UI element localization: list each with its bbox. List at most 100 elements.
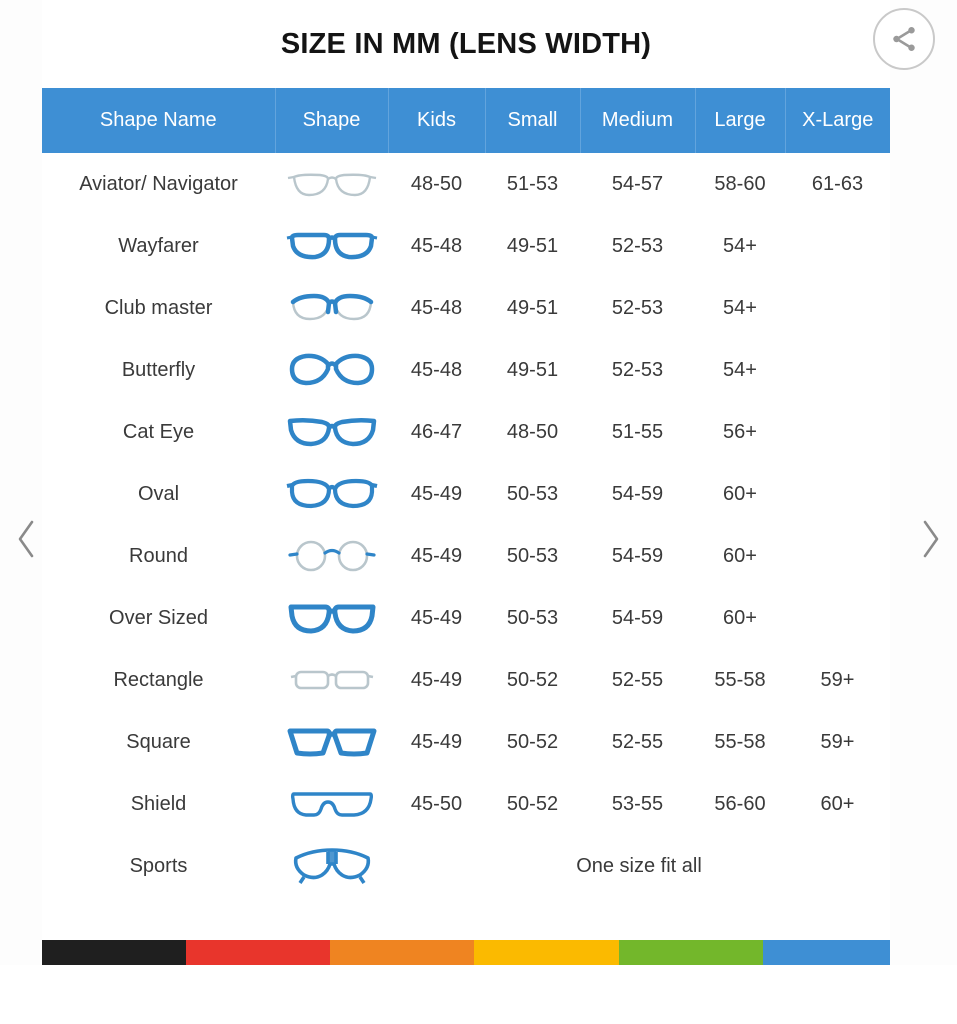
butterfly-glasses-icon: [275, 339, 388, 401]
small-size-cell: 51-53: [485, 153, 580, 215]
round-glasses-icon: [275, 525, 388, 587]
kids-size-cell: 45-48: [388, 215, 485, 277]
chevron-right-icon: [917, 517, 943, 561]
color-segment-black: [42, 940, 187, 965]
small-size-cell: 50-53: [485, 525, 580, 587]
shape-name-cell: Sports: [42, 835, 275, 897]
shape-name-cell: Wayfarer: [42, 215, 275, 277]
column-header-medium: Medium: [580, 88, 696, 153]
xlarge-size-cell: [785, 463, 890, 525]
table-header: Shape Name Shape Kids Small Medium Large…: [42, 88, 890, 153]
chevron-left-icon: [14, 517, 40, 561]
shape-name-cell: Square: [42, 711, 275, 773]
small-size-cell: 49-51: [485, 277, 580, 339]
medium-size-cell: 52-55: [580, 649, 695, 711]
kids-size-cell: 45-48: [388, 277, 485, 339]
large-size-cell: 54+: [695, 339, 785, 401]
color-segment-red: [186, 940, 331, 965]
medium-size-cell: 53-55: [580, 773, 695, 835]
kids-size-cell: 46-47: [388, 401, 485, 463]
share-button[interactable]: [873, 8, 935, 70]
sports-glasses-icon: [275, 835, 388, 897]
table-header-row: Shape Name Shape Kids Small Medium Large…: [42, 88, 890, 153]
color-segment-blue: [762, 940, 890, 965]
one-size-note: One size fit all: [388, 835, 890, 897]
color-segment-yellow: [474, 940, 619, 965]
table-row: Aviator/ Navigator 48-50 51-53 54-57 58-60 61…: [42, 153, 890, 215]
size-chart-table: Shape Name Shape Kids Small Medium Large…: [42, 88, 890, 897]
kids-size-cell: 45-49: [388, 587, 485, 649]
small-size-cell: 50-53: [485, 587, 580, 649]
bottom-white-area: [0, 965, 957, 1024]
table-row: Wayfarer 45-48 49-51 52-53 54+: [42, 215, 890, 277]
medium-size-cell: 52-55: [580, 711, 695, 773]
xlarge-size-cell: 61-63: [785, 153, 890, 215]
kids-size-cell: 45-49: [388, 649, 485, 711]
brand-color-strip: [42, 940, 890, 965]
small-size-cell: 50-52: [485, 773, 580, 835]
table-row: Butterfly 45-48 49-51 52-53 54+: [42, 339, 890, 401]
shape-name-cell: Aviator/ Navigator: [42, 153, 275, 215]
xlarge-size-cell: [785, 339, 890, 401]
shape-name-cell: Shield: [42, 773, 275, 835]
medium-size-cell: 54-59: [580, 587, 695, 649]
column-header-large: Large: [695, 88, 786, 153]
column-header-kids: Kids: [388, 88, 486, 153]
color-segment-green: [618, 940, 763, 965]
medium-size-cell: 52-53: [580, 215, 695, 277]
shape-name-cell: Rectangle: [42, 649, 275, 711]
color-segment-orange: [330, 940, 475, 965]
column-header-shape: Shape: [275, 88, 389, 153]
medium-size-cell: 51-55: [580, 401, 695, 463]
small-size-cell: 49-51: [485, 339, 580, 401]
small-size-cell: 50-53: [485, 463, 580, 525]
chart-title-bar: SIZE IN MM (LENS WIDTH): [42, 0, 890, 88]
small-size-cell: 50-52: [485, 711, 580, 773]
table-row: Oval 45-49 50-53 54-59 60+: [42, 463, 890, 525]
aviator-glasses-icon: [275, 153, 388, 215]
kids-size-cell: 45-49: [388, 525, 485, 587]
large-size-cell: 55-58: [695, 711, 785, 773]
large-size-cell: 60+: [695, 463, 785, 525]
large-size-cell: 55-58: [695, 649, 785, 711]
small-size-cell: 49-51: [485, 215, 580, 277]
medium-size-cell: 52-53: [580, 277, 695, 339]
xlarge-size-cell: [785, 525, 890, 587]
square-glasses-icon: [275, 711, 388, 773]
kids-size-cell: 45-48: [388, 339, 485, 401]
kids-size-cell: 45-49: [388, 463, 485, 525]
medium-size-cell: 52-53: [580, 339, 695, 401]
shape-name-cell: Over Sized: [42, 587, 275, 649]
shape-name-cell: Cat Eye: [42, 401, 275, 463]
shield-glasses-icon: [275, 773, 388, 835]
prev-image-button[interactable]: [6, 508, 48, 570]
column-header-shape-name: Shape Name: [42, 88, 276, 153]
large-size-cell: 56+: [695, 401, 785, 463]
clubmaster-glasses-icon: [275, 277, 388, 339]
table-row: Square 45-49 50-52 52-55 55-58 59+: [42, 711, 890, 773]
table-row: Rectangle 45-49 50-52 52-55 55-58 59+: [42, 649, 890, 711]
xlarge-size-cell: 59+: [785, 711, 890, 773]
medium-size-cell: 54-59: [580, 463, 695, 525]
table-row: Cat Eye 46-47 48-50 51-55 56+: [42, 401, 890, 463]
large-size-cell: 60+: [695, 587, 785, 649]
table-row: Sports One size fit all: [42, 835, 890, 897]
xlarge-size-cell: [785, 277, 890, 339]
column-header-xlarge: X-Large: [785, 88, 890, 153]
medium-size-cell: 54-59: [580, 525, 695, 587]
shape-name-cell: Oval: [42, 463, 275, 525]
xlarge-size-cell: [785, 401, 890, 463]
xlarge-size-cell: [785, 215, 890, 277]
cateye-glasses-icon: [275, 401, 388, 463]
table-row: Club master 45-48 49-51 52-53 54+: [42, 277, 890, 339]
share-icon: [889, 24, 919, 54]
next-image-button[interactable]: [909, 508, 951, 570]
shape-name-cell: Club master: [42, 277, 275, 339]
large-size-cell: 58-60: [695, 153, 785, 215]
oval-glasses-icon: [275, 463, 388, 525]
large-size-cell: 56-60: [695, 773, 785, 835]
oversized-glasses-icon: [275, 587, 388, 649]
large-size-cell: 54+: [695, 215, 785, 277]
large-size-cell: 54+: [695, 277, 785, 339]
